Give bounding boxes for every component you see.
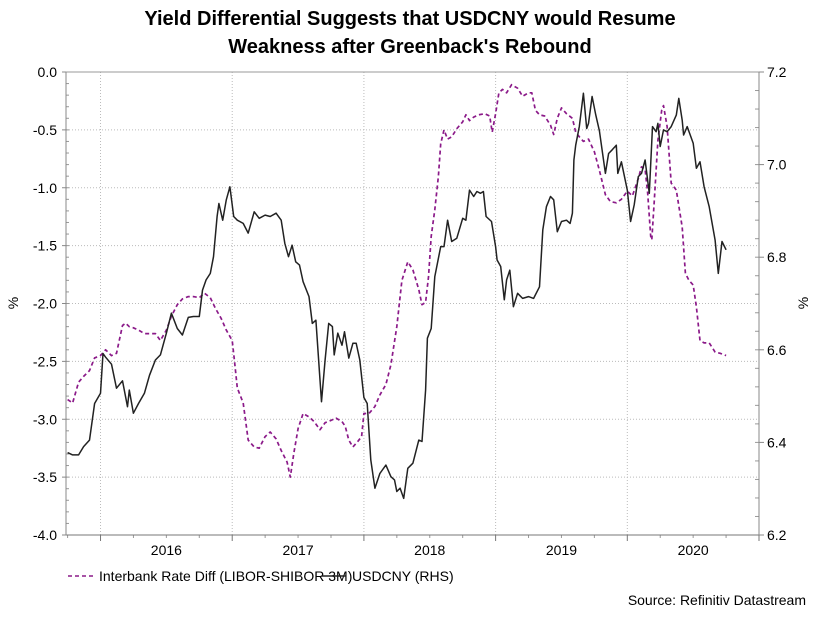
y-left-tick-label: -1.0 (33, 180, 57, 196)
series-lines (67, 83, 727, 500)
legend-label-diff: Interbank Rate Diff (LIBOR-SHIBOR 3M) (99, 568, 352, 584)
y-right-axis-label: % (795, 297, 811, 309)
y-left-tick-label: -3.0 (33, 411, 57, 427)
y-left-tick-label: -2.5 (33, 353, 57, 369)
gridlines (66, 72, 759, 535)
axes: 0.0 -0.5 -1.0 -1.5 -2.0 -2.5 -3.0 -3.5 -4.0 7.2 7.… (33, 64, 787, 558)
y-left-tick-label: -2.0 (33, 296, 57, 312)
chart-title-line-1: Yield Differential Suggests that USDCNY … (144, 8, 675, 30)
source-note: Source: Refinitiv Datastream (628, 592, 806, 608)
usdcny-line (67, 92, 727, 500)
x-tick-label: 2016 (151, 542, 182, 558)
y-right-tick-label: 6.6 (767, 342, 787, 358)
y-left-tick-label: -1.5 (33, 238, 57, 254)
y-left-tick-label: -4.0 (33, 527, 57, 543)
y-right-tick-label: 6.2 (767, 527, 787, 543)
chart-title-line-2: Weakness after Greenback's Rebound (228, 36, 591, 58)
y-right-tick-label: 6.8 (767, 249, 787, 265)
y-left-tick-label: -3.5 (33, 469, 57, 485)
y-left-axis-label: % (5, 297, 21, 309)
x-tick-label: 2020 (678, 542, 709, 558)
y-right-tick-label: 7.0 (767, 157, 787, 173)
y-left-tick-label: -0.5 (33, 122, 57, 138)
x-tick-label: 2018 (414, 542, 445, 558)
rate-diff-line (67, 83, 727, 478)
y-right-tick-label: 7.2 (767, 64, 787, 80)
y-right-tick-label: 6.4 (767, 434, 787, 450)
y-left-tick-label: 0.0 (38, 64, 58, 80)
x-tick-label: 2019 (546, 542, 577, 558)
legend-label-usdcny: USDCNY (RHS) (352, 568, 454, 584)
x-tick-label: 2017 (282, 542, 313, 558)
legend: Interbank Rate Diff (LIBOR-SHIBOR 3M) US… (68, 568, 454, 584)
